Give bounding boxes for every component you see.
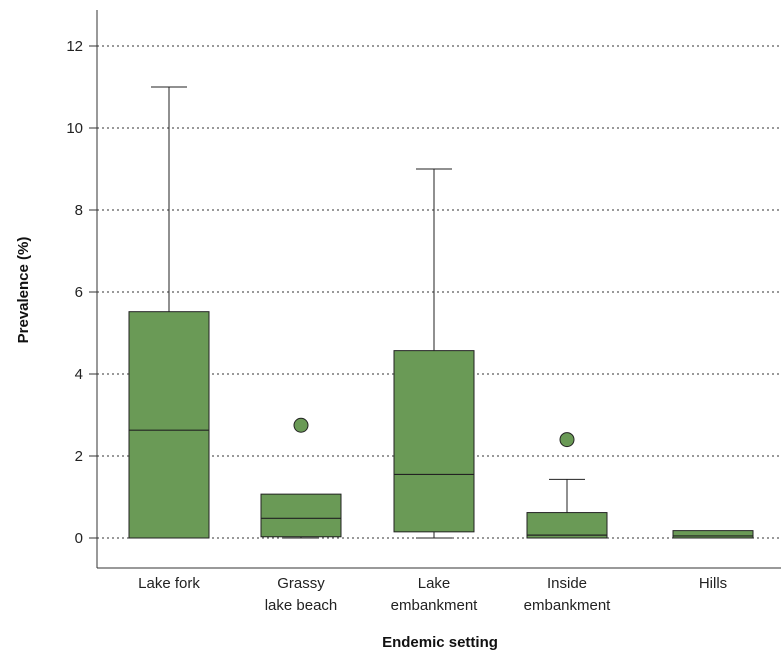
box-lake-fork [128,86,210,539]
x-tick-label: Lake fork [138,575,200,592]
y-tick-label: 2 [75,448,83,465]
box-body [526,512,608,539]
x-tick-label: Grassy [277,575,325,592]
box-hills [672,530,754,539]
y-tick-label: 6 [75,284,83,301]
y-tick-label: 4 [75,366,83,383]
box-series [128,86,754,539]
x-tick-label: Hills [699,575,727,592]
box-body [260,493,342,538]
y-tick-label: 8 [75,202,83,219]
x-tick-label: lake beach [265,597,338,614]
x-tick-label: Lake [418,575,451,592]
box-body [393,350,475,533]
axes [89,10,781,569]
box-body [128,311,210,539]
y-tick-label: 10 [66,120,83,137]
y-tick-label: 12 [66,38,83,55]
tick-labels: 0 2 4 6 8 10 12 Lake fork Grassy lake beach Lake em… [66,38,727,614]
box-inside-embankment [526,432,608,539]
x-tick-label: embankment [524,597,612,614]
box-lake-embankment [393,168,475,539]
outlier-point [559,432,575,448]
x-tick-label: Inside [547,575,587,592]
y-axis-title: Prevalence (%) [15,237,32,344]
outlier-point [293,417,309,433]
box-grassy-lake-beach [260,417,342,539]
box-body [672,530,754,539]
x-tick-label: embankment [391,597,479,614]
y-tick-label: 0 [75,530,83,547]
x-axis-title: Endemic setting [382,634,498,651]
